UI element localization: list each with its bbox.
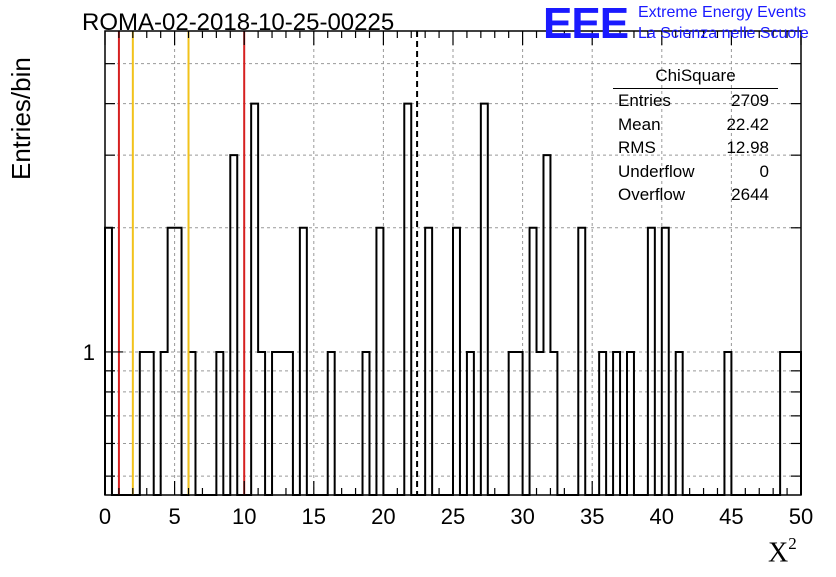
x-tick-label: 45	[719, 504, 743, 529]
x-tick-label: 35	[580, 504, 604, 529]
stats-value: 2709	[731, 91, 769, 110]
reference-lines-layer	[117, 31, 419, 495]
logo-mark: EEE	[543, 0, 629, 48]
x-tick-label: 30	[510, 504, 534, 529]
logo-line-1: Extreme Energy Events	[638, 4, 807, 21]
logo-line-2: La Scienza nelle Scuole	[638, 25, 809, 42]
x-axis-label: X2	[768, 534, 797, 569]
stats-title: ChiSquare	[613, 66, 778, 89]
stats-row-entries: Entries 2709	[613, 89, 778, 113]
stats-label: Overflow	[618, 185, 686, 204]
y-axis-label: Entries/bin	[6, 57, 36, 180]
x-tick-label: 0	[99, 504, 111, 529]
x-tick-label: 5	[168, 504, 180, 529]
stats-row-rms: RMS 12.98	[613, 136, 778, 160]
eee-logo: EEE Extreme Energy Events La Scienza nel…	[543, 1, 833, 47]
x-tick-label: 15	[302, 504, 326, 529]
x-tick-label: 10	[232, 504, 256, 529]
stats-label: RMS	[618, 138, 656, 157]
stats-row-overflow: Overflow 2644	[613, 183, 778, 207]
histogram-layer	[104, 102, 802, 496]
x-tick-label: 20	[371, 504, 395, 529]
x-tick-label: 50	[789, 504, 813, 529]
stats-label: Mean	[618, 114, 661, 134]
stats-row-mean: Mean 22.42	[613, 113, 778, 137]
stats-box: ChiSquare Entries 2709 Mean 22.42 RMS 12…	[613, 66, 778, 207]
stats-label: Entries	[618, 91, 671, 110]
stats-label: Underflow	[618, 161, 695, 181]
x-tick-label: 25	[441, 504, 465, 529]
stats-value: 2644	[731, 185, 769, 204]
stats-value: 12.98	[726, 138, 769, 157]
axes-layer: 0 5 10 15 20 25 30 35 40 45 50 1	[83, 30, 813, 529]
stats-value: 22.42	[726, 114, 769, 134]
x-tick-label: 40	[650, 504, 674, 529]
stats-row-underflow: Underflow 0	[613, 160, 778, 184]
histogram-outline	[104, 102, 802, 496]
chart-title: ROMA-02-2018-10-25-00225	[82, 9, 395, 36]
stats-value: 0	[759, 161, 769, 181]
y-tick-label: 1	[83, 340, 95, 365]
